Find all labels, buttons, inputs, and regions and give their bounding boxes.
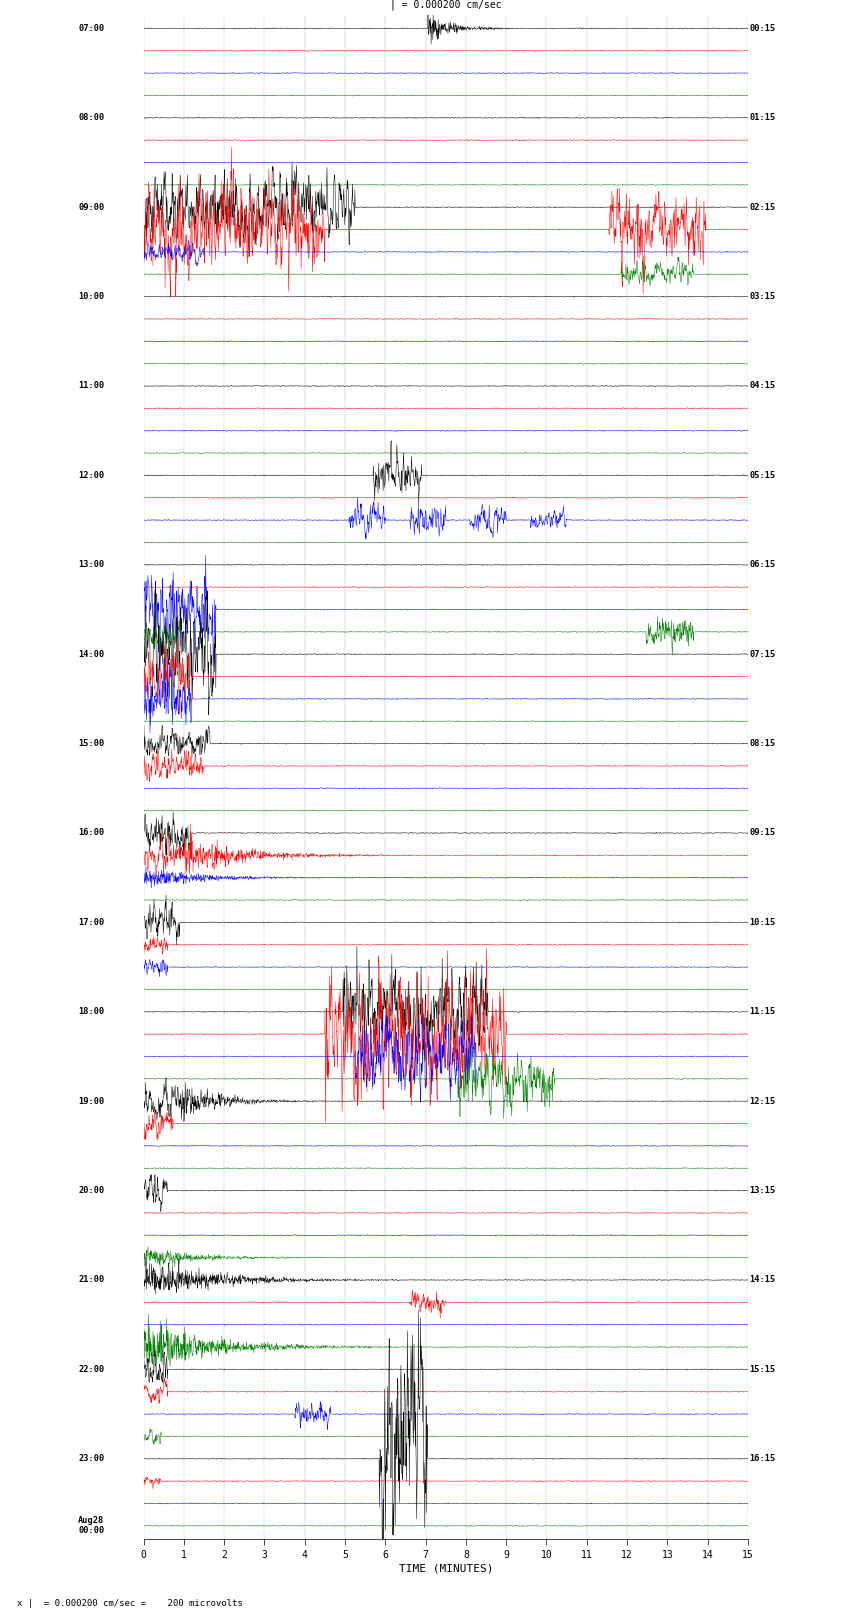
Text: 21:00: 21:00 [78,1276,105,1284]
Text: 10:15: 10:15 [749,918,775,927]
Text: 08:15: 08:15 [749,739,775,748]
Text: 09:15: 09:15 [749,829,775,837]
Text: 00:15: 00:15 [749,24,775,32]
Text: 13:15: 13:15 [749,1186,775,1195]
Text: 02:15: 02:15 [749,203,775,211]
Text: 18:00: 18:00 [78,1007,105,1016]
Text: Aug28
00:00: Aug28 00:00 [78,1516,105,1536]
Text: 11:00: 11:00 [78,382,105,390]
Text: 05:15: 05:15 [749,471,775,481]
Text: 20:00: 20:00 [78,1186,105,1195]
X-axis label: TIME (MINUTES): TIME (MINUTES) [399,1565,493,1574]
Text: 11:15: 11:15 [749,1007,775,1016]
Text: 06:15: 06:15 [749,560,775,569]
Text: 15:15: 15:15 [749,1365,775,1374]
Text: 15:00: 15:00 [78,739,105,748]
Text: | = 0.000200 cm/sec: | = 0.000200 cm/sec [390,0,502,10]
Text: 01:15: 01:15 [749,113,775,123]
Text: 10:00: 10:00 [78,292,105,302]
Text: 12:15: 12:15 [749,1097,775,1105]
Text: 13:00: 13:00 [78,560,105,569]
Text: x |  = 0.000200 cm/sec =    200 microvolts: x | = 0.000200 cm/sec = 200 microvolts [17,1598,243,1608]
Text: 07:15: 07:15 [749,650,775,658]
Text: 23:00: 23:00 [78,1455,105,1463]
Text: 03:15: 03:15 [749,292,775,302]
Text: 12:00: 12:00 [78,471,105,481]
Text: 14:15: 14:15 [749,1276,775,1284]
Text: 16:00: 16:00 [78,829,105,837]
Text: 08:00: 08:00 [78,113,105,123]
Text: 04:15: 04:15 [749,382,775,390]
Text: 22:00: 22:00 [78,1365,105,1374]
Text: 16:15: 16:15 [749,1455,775,1463]
Text: 09:00: 09:00 [78,203,105,211]
Text: 07:00: 07:00 [78,24,105,32]
Text: 17:00: 17:00 [78,918,105,927]
Text: 19:00: 19:00 [78,1097,105,1105]
Text: 14:00: 14:00 [78,650,105,658]
